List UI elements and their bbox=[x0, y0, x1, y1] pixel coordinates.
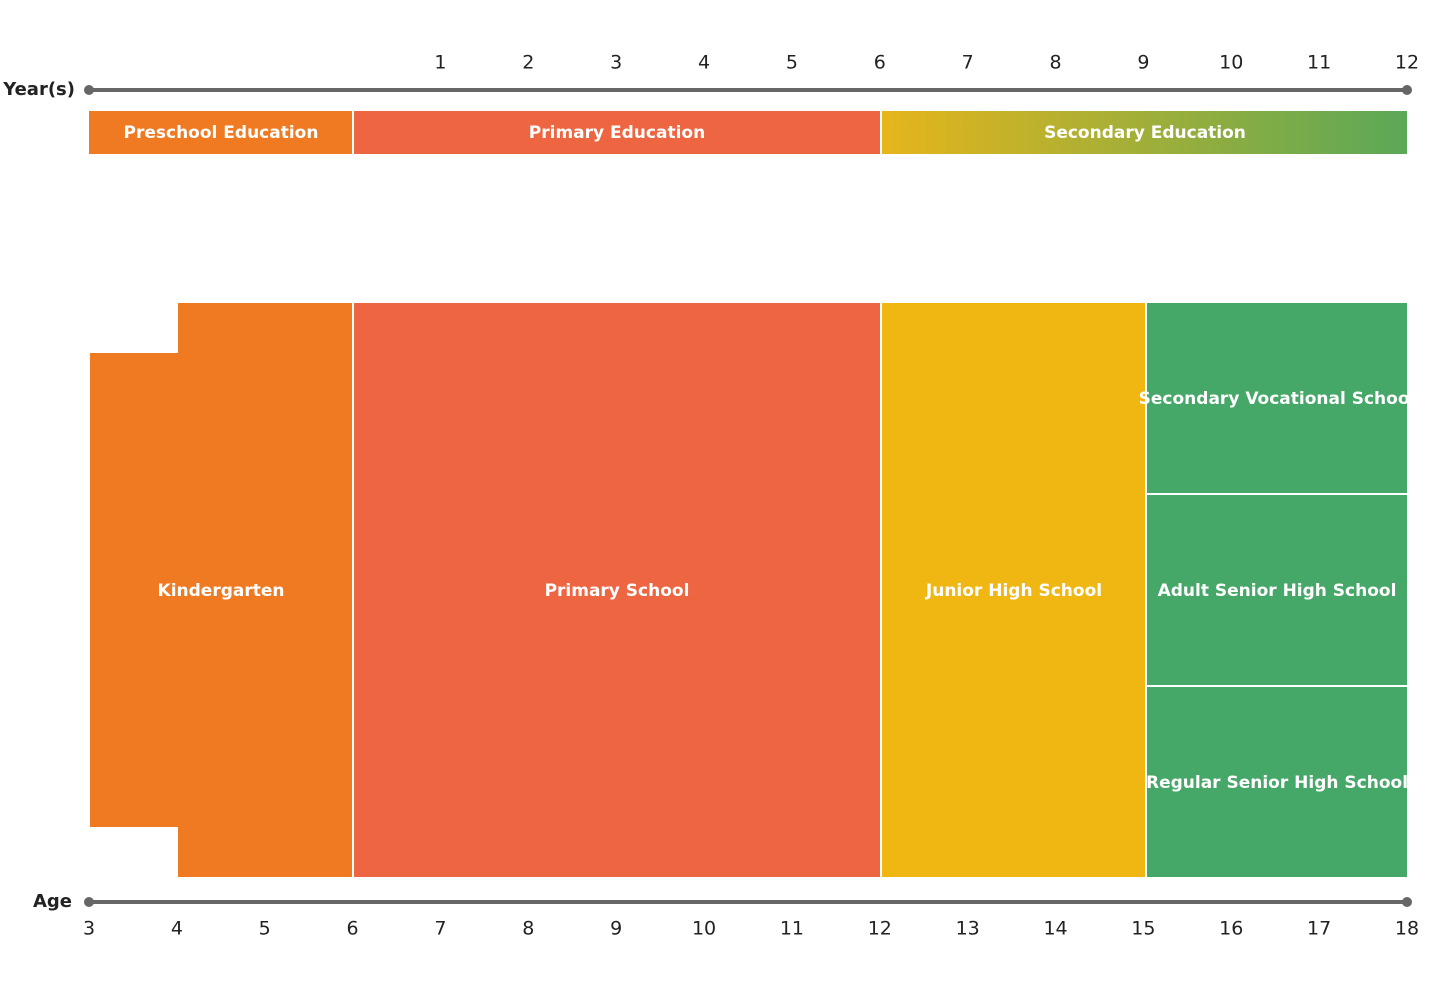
year-tick-label: 2 bbox=[522, 52, 534, 74]
age-tick-label: 7 bbox=[434, 918, 446, 940]
year-tick-label: 9 bbox=[1137, 52, 1149, 74]
axis-end bbox=[84, 85, 94, 95]
age-tick-label: 4 bbox=[171, 918, 183, 940]
school-label: Junior High School bbox=[925, 581, 1102, 601]
year-tick-label: 12 bbox=[1395, 52, 1419, 74]
school-block bbox=[1147, 687, 1407, 877]
year-axis-label: Year(s) bbox=[2, 79, 75, 100]
age-tick-label: 10 bbox=[692, 918, 716, 940]
school-label: Primary School bbox=[545, 581, 690, 601]
year-tick-label: 1 bbox=[434, 52, 446, 74]
stage-label: Primary Education bbox=[529, 123, 705, 143]
school-block bbox=[90, 303, 352, 877]
school-block bbox=[354, 303, 880, 877]
age-tick-label: 14 bbox=[1043, 918, 1067, 940]
school-block bbox=[882, 303, 1145, 877]
age-tick-label: 6 bbox=[347, 918, 359, 940]
stage-label: Preschool Education bbox=[124, 123, 319, 143]
year-tick-label: 11 bbox=[1307, 52, 1331, 74]
school-block bbox=[1147, 303, 1407, 493]
stage-label: Secondary Education bbox=[1044, 123, 1246, 143]
school-label: Secondary Vocational School bbox=[1139, 389, 1416, 409]
year-tick-label: 3 bbox=[610, 52, 622, 74]
year-tick-label: 5 bbox=[786, 52, 798, 74]
stage-bar bbox=[354, 111, 880, 154]
year-tick-label: 8 bbox=[1049, 52, 1061, 74]
age-tick-label: 17 bbox=[1307, 918, 1331, 940]
year-tick-label: 4 bbox=[698, 52, 710, 74]
age-tick-label: 11 bbox=[780, 918, 804, 940]
year-tick-label: 7 bbox=[962, 52, 974, 74]
year-tick-label: 6 bbox=[874, 52, 886, 74]
school-label: Regular Senior High School bbox=[1146, 773, 1408, 793]
age-tick-label: 18 bbox=[1395, 918, 1419, 940]
age-tick-label: 16 bbox=[1219, 918, 1243, 940]
stage-bar bbox=[882, 111, 1407, 154]
age-tick-label: 12 bbox=[868, 918, 892, 940]
axis-end bbox=[84, 897, 94, 907]
age-axis-label: Age bbox=[33, 891, 72, 912]
year-tick-label: 10 bbox=[1219, 52, 1243, 74]
age-tick-label: 5 bbox=[259, 918, 271, 940]
school-label: Kindergarten bbox=[158, 581, 285, 601]
age-tick-label: 8 bbox=[522, 918, 534, 940]
axis-end bbox=[1402, 897, 1412, 907]
stage-bar bbox=[89, 111, 352, 154]
school-label: Adult Senior High School bbox=[1158, 581, 1397, 601]
age-tick-label: 15 bbox=[1131, 918, 1155, 940]
age-tick-label: 3 bbox=[83, 918, 95, 940]
age-tick-label: 13 bbox=[956, 918, 980, 940]
age-tick-label: 9 bbox=[610, 918, 622, 940]
school-block bbox=[1147, 495, 1407, 685]
axis-end bbox=[1402, 85, 1412, 95]
